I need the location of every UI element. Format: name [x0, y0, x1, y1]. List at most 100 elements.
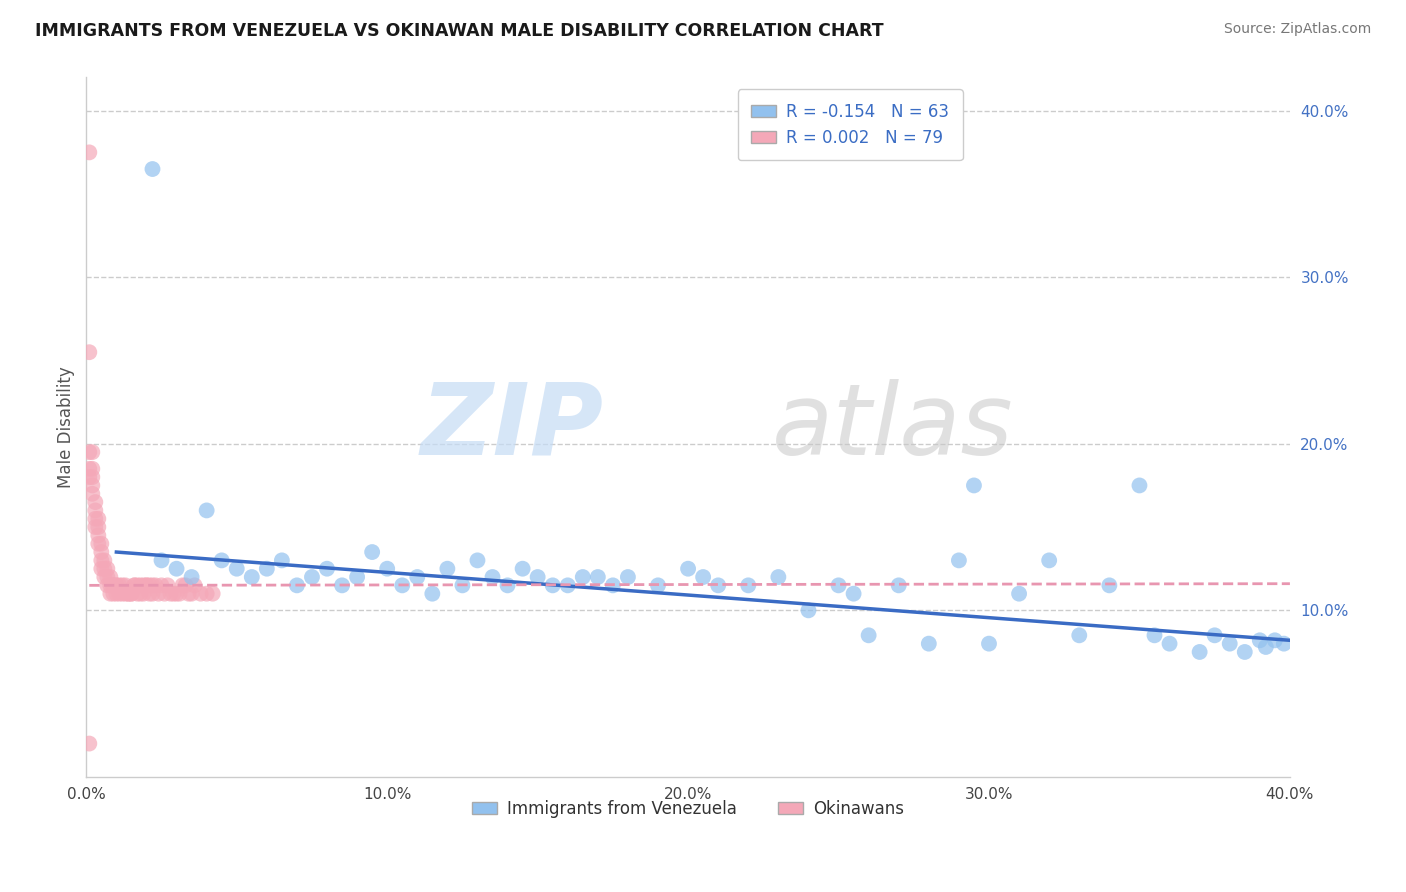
- Point: [87, 537, 110, 551]
- Point: [557, 578, 579, 592]
- Point: [98, 587, 121, 601]
- Point: [120, 587, 142, 601]
- Point: [797, 603, 820, 617]
- Point: [79, 445, 101, 459]
- Point: [918, 637, 941, 651]
- Point: [172, 578, 194, 592]
- Point: [602, 578, 624, 592]
- Point: [105, 578, 128, 592]
- Point: [225, 562, 247, 576]
- Point: [174, 578, 197, 592]
- Point: [177, 587, 200, 601]
- Legend: Immigrants from Venezuela, Okinawans: Immigrants from Venezuela, Okinawans: [465, 793, 911, 824]
- Point: [90, 545, 112, 559]
- Point: [977, 637, 1000, 651]
- Point: [330, 578, 353, 592]
- Point: [737, 578, 759, 592]
- Point: [270, 553, 292, 567]
- Y-axis label: Male Disability: Male Disability: [58, 367, 75, 488]
- Point: [467, 553, 489, 567]
- Point: [481, 570, 503, 584]
- Point: [82, 487, 104, 501]
- Point: [1159, 637, 1181, 651]
- Point: [180, 587, 202, 601]
- Point: [375, 562, 398, 576]
- Point: [96, 578, 118, 592]
- Point: [103, 587, 125, 601]
- Point: [617, 570, 640, 584]
- Point: [406, 570, 429, 584]
- Point: [129, 578, 152, 592]
- Point: [105, 587, 128, 601]
- Point: [111, 578, 134, 592]
- Point: [132, 578, 155, 592]
- Point: [692, 570, 714, 584]
- Point: [117, 587, 139, 601]
- Point: [114, 587, 136, 601]
- Point: [647, 578, 669, 592]
- Point: [96, 570, 118, 584]
- Point: [90, 537, 112, 551]
- Point: [84, 520, 107, 534]
- Text: IMMIGRANTS FROM VENEZUELA VS OKINAWAN MALE DISABILITY CORRELATION CHART: IMMIGRANTS FROM VENEZUELA VS OKINAWAN MA…: [35, 22, 884, 40]
- Point: [180, 570, 202, 584]
- Point: [436, 562, 458, 576]
- Point: [141, 161, 163, 176]
- Point: [541, 578, 564, 592]
- Point: [169, 587, 191, 601]
- Point: [105, 578, 128, 592]
- Point: [526, 570, 548, 584]
- Point: [1143, 628, 1166, 642]
- Point: [1008, 587, 1031, 601]
- Point: [84, 503, 107, 517]
- Point: [82, 478, 104, 492]
- Point: [79, 345, 101, 359]
- Point: [138, 587, 160, 601]
- Point: [948, 553, 970, 567]
- Point: [111, 587, 134, 601]
- Point: [153, 587, 176, 601]
- Point: [87, 520, 110, 534]
- Point: [676, 562, 699, 576]
- Point: [1264, 633, 1286, 648]
- Point: [162, 587, 184, 601]
- Point: [82, 462, 104, 476]
- Point: [117, 587, 139, 601]
- Point: [190, 587, 212, 601]
- Text: atlas: atlas: [772, 378, 1014, 475]
- Point: [183, 578, 205, 592]
- Point: [166, 587, 188, 601]
- Point: [90, 562, 112, 576]
- Point: [156, 578, 179, 592]
- Point: [124, 578, 146, 592]
- Point: [887, 578, 910, 592]
- Text: ZIP: ZIP: [420, 378, 603, 475]
- Point: [285, 578, 308, 592]
- Point: [79, 470, 101, 484]
- Point: [98, 578, 121, 592]
- Point: [316, 562, 339, 576]
- Point: [108, 587, 131, 601]
- Point: [1249, 633, 1271, 648]
- Point: [240, 570, 263, 584]
- Point: [420, 587, 443, 601]
- Point: [132, 587, 155, 601]
- Point: [150, 553, 173, 567]
- Point: [1069, 628, 1091, 642]
- Point: [201, 587, 224, 601]
- Point: [1204, 628, 1226, 642]
- Point: [346, 570, 368, 584]
- Point: [145, 578, 167, 592]
- Point: [127, 578, 149, 592]
- Point: [129, 587, 152, 601]
- Point: [1233, 645, 1256, 659]
- Point: [79, 462, 101, 476]
- Point: [141, 578, 163, 592]
- Point: [93, 562, 115, 576]
- Point: [1188, 645, 1211, 659]
- Point: [166, 562, 188, 576]
- Point: [135, 578, 157, 592]
- Point: [124, 578, 146, 592]
- Text: Source: ZipAtlas.com: Source: ZipAtlas.com: [1223, 22, 1371, 37]
- Point: [1219, 637, 1241, 651]
